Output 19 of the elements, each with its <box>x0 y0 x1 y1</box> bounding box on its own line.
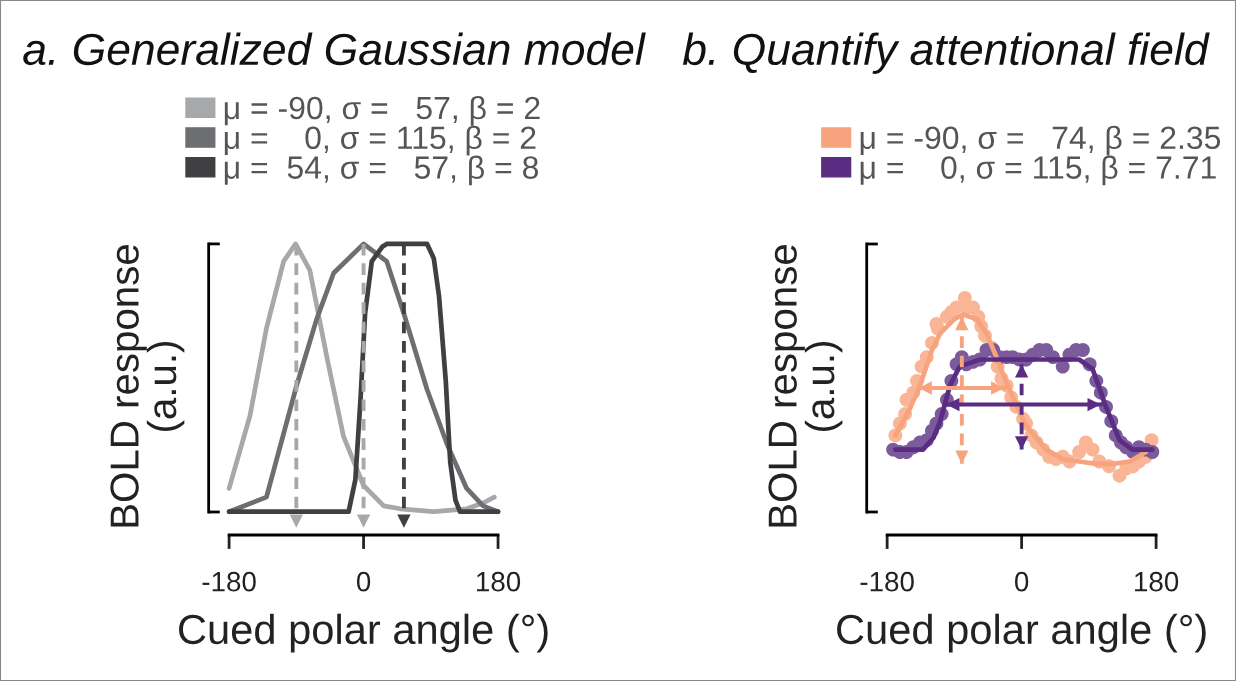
x-tick-label: 0 <box>1014 571 1029 592</box>
x-tick-label: 180 <box>1135 571 1179 592</box>
x-tick-label: 0 <box>356 571 371 592</box>
legend-label: μ = -90, σ = 74, β = 2.35 <box>860 125 1221 156</box>
x-tick-label: -180 <box>860 571 914 592</box>
chart-title: a. Generalized Gaussian model <box>23 32 646 66</box>
x-tick-label: 180 <box>477 571 521 592</box>
point <box>1085 442 1100 457</box>
y-axis-title: BOLD response (a.u.) <box>768 245 843 527</box>
legend-label: μ = 0, σ = 115, β = 2 <box>224 125 536 156</box>
x-tick-label: -180 <box>202 571 256 592</box>
legend-label: μ = 54, σ = 57, β = 8 <box>224 155 539 186</box>
x-axis-title: Cued polar angle (°) <box>837 613 1206 653</box>
y-axis-title: BOLD response (a.u.) <box>110 245 185 527</box>
chart-title: b. Quantify attentional field <box>682 32 1210 74</box>
legend-label: μ = 0, σ = 115, β = 7.71 <box>860 155 1216 186</box>
legend-label: μ = -90, σ = 57, β = 2 <box>224 95 540 126</box>
x-axis-title: Cued polar angle (°) <box>179 613 548 653</box>
point <box>1072 445 1087 459</box>
